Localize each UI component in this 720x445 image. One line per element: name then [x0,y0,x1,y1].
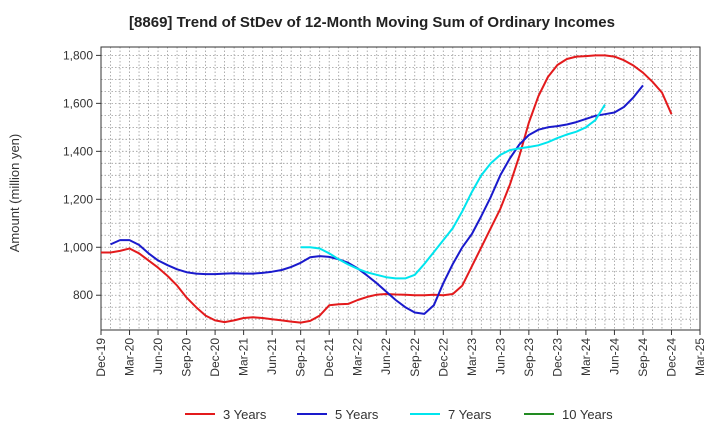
series-line-7-years [300,104,606,280]
axes: 800 1,000 1,200 1,400 1,600 1,800 Dec-19 Mar-20… [63,46,707,377]
x-tick-label: Jun-20 [151,338,165,375]
x-tick-label: Mar-23 [465,338,479,376]
x-tick-label: Sep-20 [180,338,194,377]
x-tick-label: Sep-24 [636,338,650,377]
y-tick-label: 1,400 [63,144,93,158]
x-tick-label: Dec-24 [664,338,678,377]
y-tick-label: 1,600 [63,96,93,110]
y-tick-label: 1,000 [63,240,93,254]
series-group [101,54,673,324]
x-tick-label: Jun-21 [265,338,279,375]
x-tick-label: Dec-23 [550,338,564,377]
legend-label: 5 Years [335,407,379,422]
series-line-5-years [110,84,644,315]
legend: 3 Years 5 Years 7 Years 10 Years [185,407,613,422]
x-tick-label: Mar-22 [351,338,365,376]
x-tick-label: Mar-25 [693,338,707,376]
x-tick-label: Mar-20 [123,338,137,376]
x-tick-label: Dec-20 [208,338,222,377]
x-tick-label: Jun-24 [607,338,621,375]
x-tick-label: Jun-22 [379,338,393,375]
x-tick-label: Sep-22 [408,338,422,377]
series-line-3-years [101,54,673,324]
x-tick-label: Dec-22 [436,338,450,377]
y-axis-label: Amount (million yen) [7,134,22,253]
x-tick-label: Dec-19 [94,338,108,377]
grid [100,47,701,330]
x-tick-label: Sep-23 [522,338,536,377]
legend-label: 7 Years [448,407,492,422]
x-tick-label: Mar-21 [237,338,251,376]
legend-label: 3 Years [223,407,267,422]
x-tick-label: Sep-21 [294,338,308,377]
plot-frame [100,46,701,331]
x-tick-label: Jun-23 [493,338,507,375]
x-tick-label: Dec-21 [322,338,336,377]
legend-label: 10 Years [562,407,613,422]
chart-title: [8869] Trend of StDev of 12-Month Moving… [129,14,615,31]
y-tick-label: 1,800 [63,48,93,62]
x-tick-label: Mar-24 [579,338,593,376]
y-tick-label: 1,200 [63,192,93,206]
y-tick-label: 800 [73,288,93,302]
